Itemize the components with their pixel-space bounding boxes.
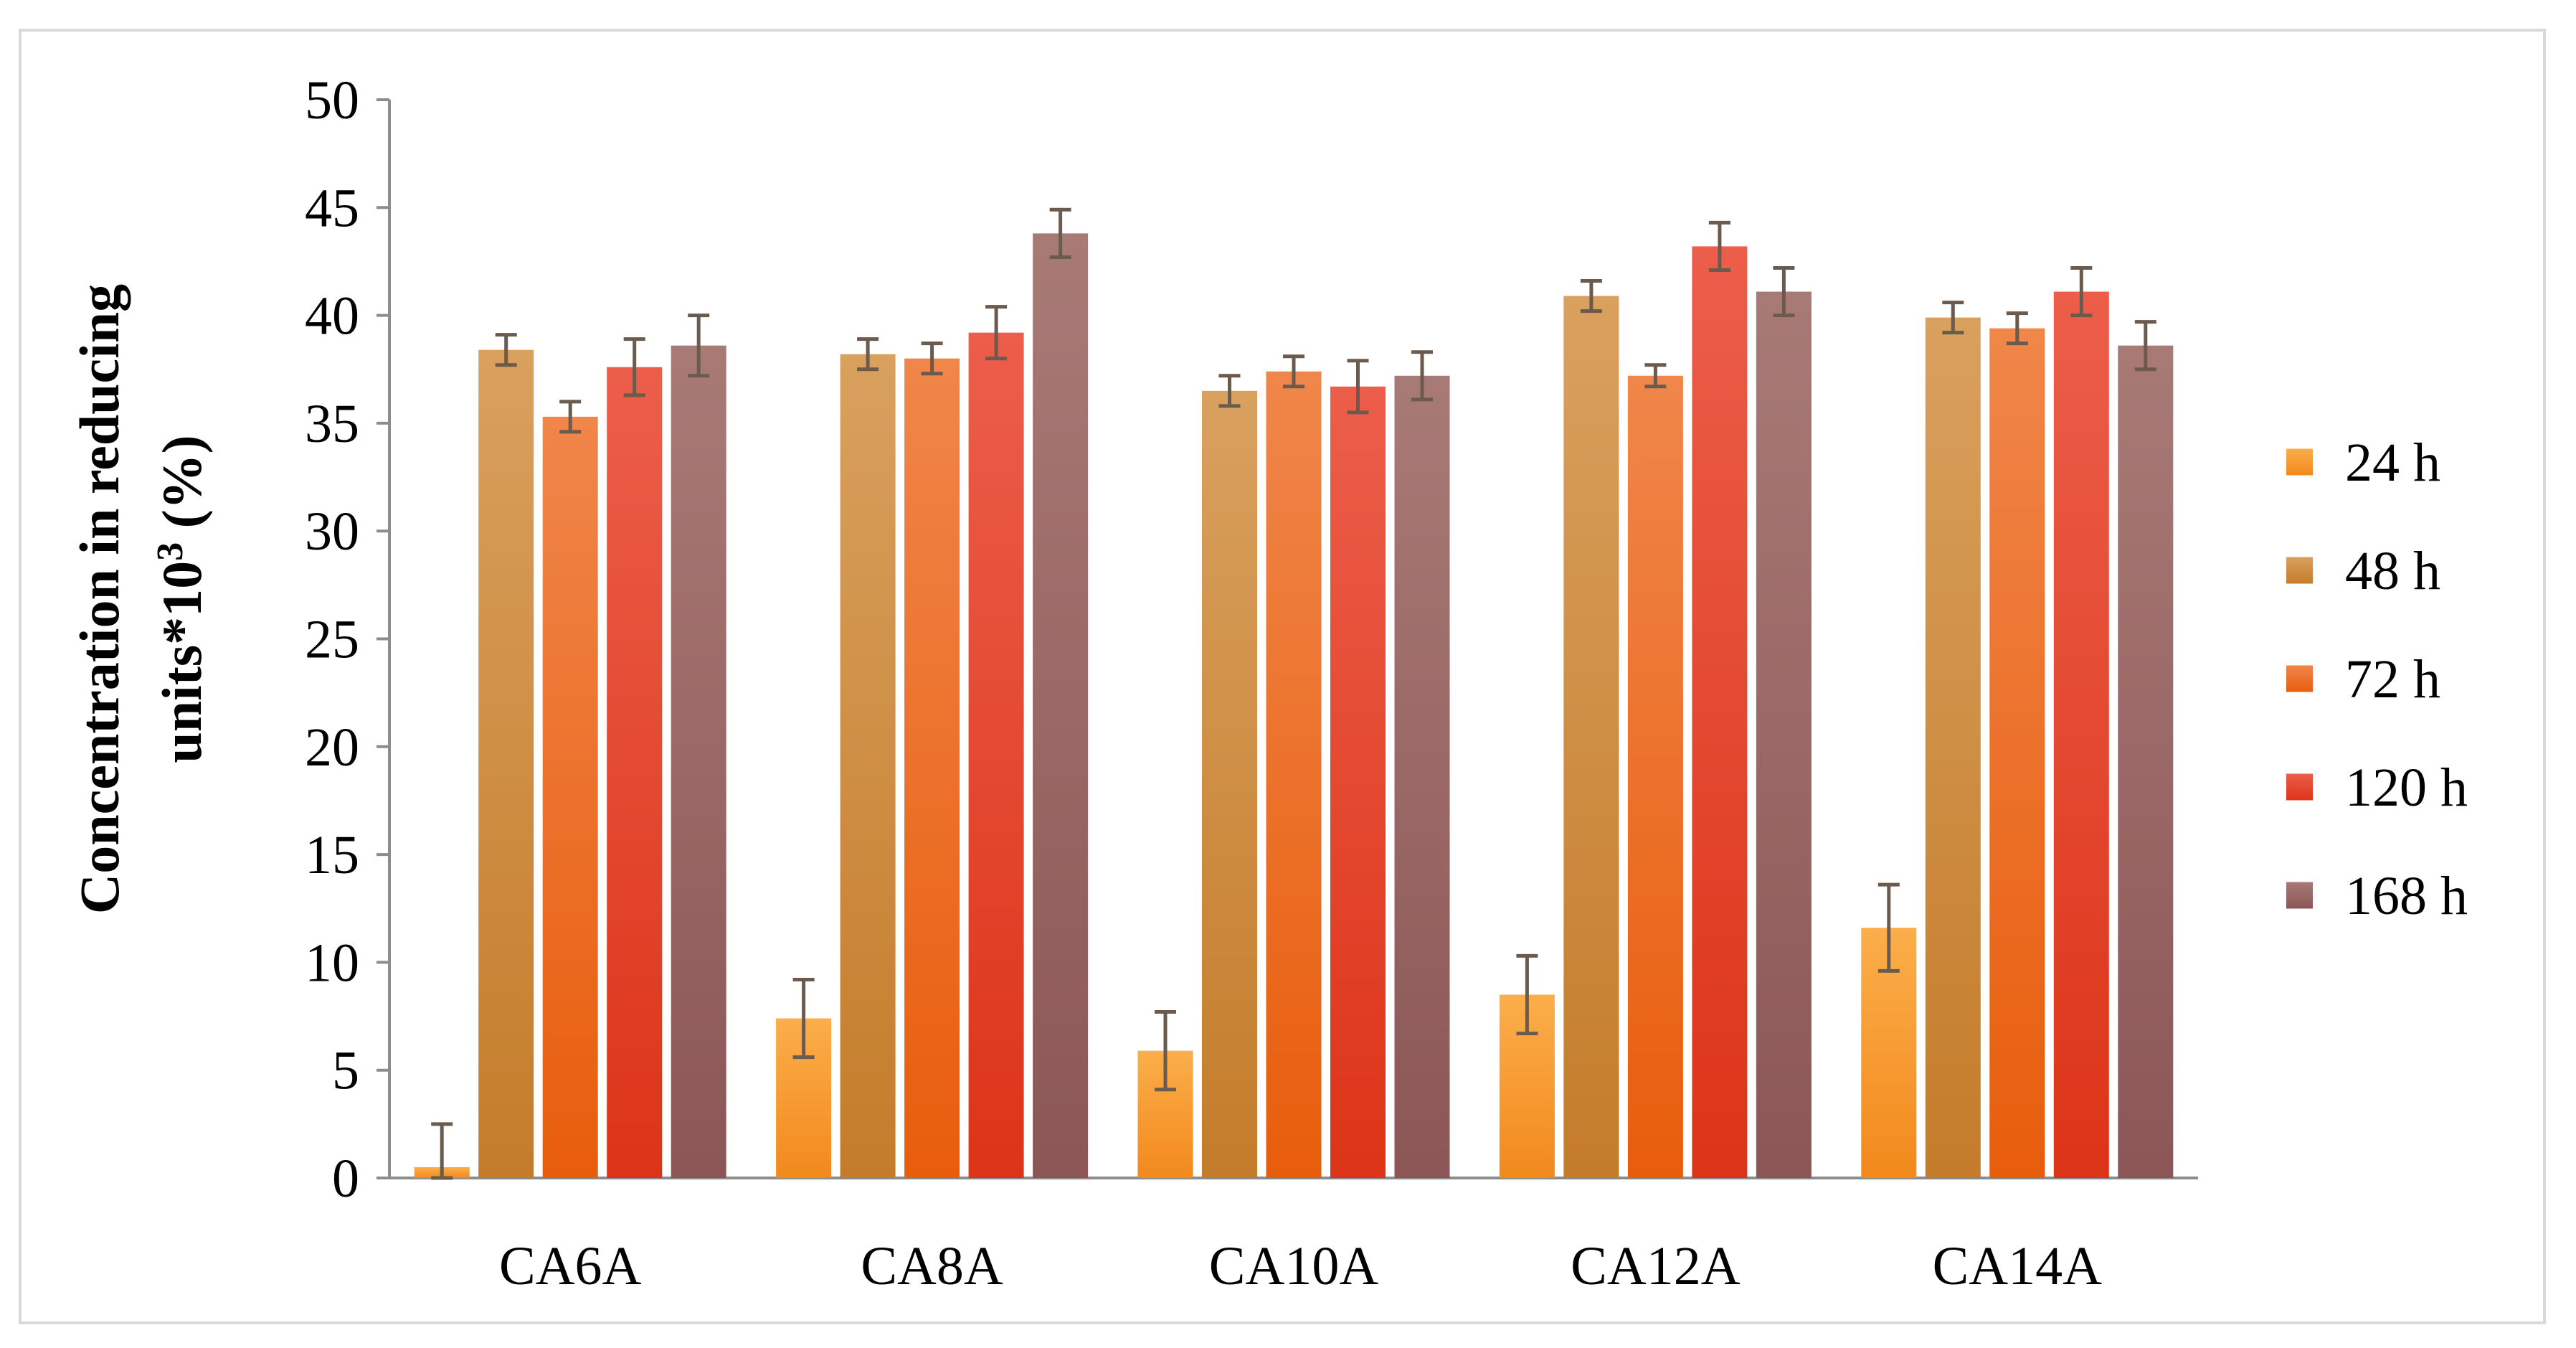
- legend-swatch: [2286, 665, 2313, 692]
- bar-ca10a-72h: [1266, 371, 1322, 1178]
- bar-ca8a-168h: [1033, 233, 1089, 1178]
- legend-swatch: [2286, 773, 2313, 801]
- bar-ca14a-72h: [1989, 328, 2045, 1178]
- x-tick-label: CA6A: [499, 1236, 642, 1296]
- x-tick-label: CA14A: [1933, 1236, 2103, 1296]
- y-tick-label: 10: [305, 933, 359, 993]
- y-axis-label-superscript: 3: [150, 542, 191, 561]
- y-axis-label-line2-prefix: units*10: [151, 561, 213, 763]
- y-tick-label: 50: [305, 70, 359, 131]
- legend-swatch: [2286, 882, 2313, 909]
- y-tick-label: 20: [305, 717, 359, 778]
- bar-ca12a-48h: [1563, 296, 1619, 1178]
- bar-ca10a-168h: [1394, 375, 1450, 1178]
- bar-ca14a-168h: [2118, 345, 2174, 1179]
- bar-ca6a-72h: [542, 416, 598, 1178]
- y-axis-label-line1: Concentration in reducing: [68, 284, 131, 914]
- y-tick-label: 35: [305, 394, 359, 454]
- legend-swatch: [2286, 448, 2313, 476]
- bar-ca12a-168h: [1756, 291, 1812, 1179]
- bar-ca8a-48h: [840, 354, 896, 1178]
- x-tick-label: CA8A: [861, 1236, 1003, 1296]
- bar-ca14a-120h: [2053, 291, 2109, 1179]
- x-tick-label: CA12A: [1571, 1236, 1741, 1296]
- y-tick-label: 5: [332, 1041, 359, 1101]
- y-tick-label: 45: [305, 178, 359, 238]
- y-tick-label: 30: [305, 501, 359, 562]
- bar-ca10a-120h: [1330, 386, 1386, 1178]
- legend-label: 168 h: [2345, 866, 2468, 926]
- legend: 24 h 48 h 72 h 120 h 168 h: [2286, 433, 2468, 926]
- y-axis-label-line2-suffix: (%): [151, 435, 213, 542]
- bar-ca14a-48h: [1925, 317, 1981, 1179]
- y-tick-label: 0: [332, 1149, 359, 1209]
- x-tick-label: CA10A: [1209, 1236, 1379, 1296]
- legend-label: 24 h: [2345, 433, 2440, 493]
- y-axis-label-second-line: units*103 (%): [150, 435, 213, 763]
- y-axis-label: Concentration in reducing: [68, 284, 131, 914]
- bar-ca6a-120h: [607, 367, 663, 1178]
- bar-ca10a-48h: [1202, 390, 1257, 1178]
- bar-ca12a-72h: [1627, 375, 1683, 1178]
- plot-area: 0 5 10 15 20 25 30 35 40 45 50 CA6A CA8A CA10A CA12A CA…: [305, 70, 2198, 1296]
- legend-label: 48 h: [2345, 541, 2440, 601]
- bar-ca12a-120h: [1692, 246, 1748, 1179]
- bar-ca6a-168h: [671, 345, 726, 1179]
- y-tick-label: 15: [305, 825, 359, 885]
- legend-label: 72 h: [2345, 649, 2440, 710]
- y-tick-label: 25: [305, 610, 359, 670]
- legend-swatch: [2286, 557, 2313, 584]
- y-tick-label: 40: [305, 286, 359, 347]
- bar-ca8a-72h: [904, 358, 960, 1179]
- legend-label: 120 h: [2345, 758, 2468, 818]
- bar-ca8a-120h: [968, 332, 1024, 1179]
- bar-ca6a-48h: [478, 349, 534, 1178]
